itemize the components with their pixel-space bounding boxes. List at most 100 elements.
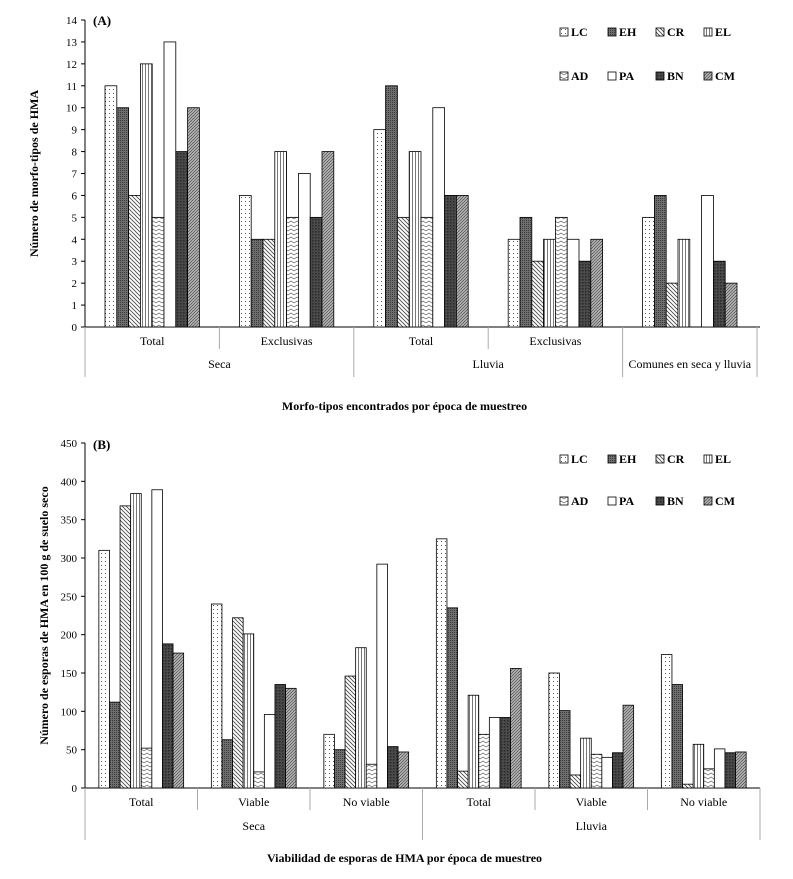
bar-cm [735, 751, 747, 789]
legend-label-lc: LC [571, 452, 588, 466]
bar-cm [172, 652, 185, 789]
y-tick-label: 200 [61, 630, 78, 642]
legend-swatch-pa [607, 71, 617, 81]
bar-bn [309, 216, 323, 328]
bar-pa [601, 756, 613, 789]
bar-ad [703, 768, 715, 789]
y-tick-label: 4 [72, 234, 78, 246]
bar-cm [321, 151, 335, 328]
y-tick-label: 7 [72, 169, 78, 181]
category-label: Total [467, 795, 492, 809]
bar-ad [478, 733, 490, 789]
bar-cr [128, 195, 141, 328]
bar-cm [285, 687, 297, 789]
bar-el [130, 493, 142, 789]
bar-ad [140, 747, 153, 789]
bar-lc [210, 603, 223, 789]
legend-swatch-pa [607, 496, 617, 506]
bar-cr [682, 783, 694, 789]
category-label: Viable [238, 795, 269, 809]
legend-label-cr: CR [667, 452, 685, 466]
bar-bn [713, 260, 726, 328]
bar-lc [548, 672, 560, 789]
panel-label: (A) [93, 13, 111, 28]
bar-eh [250, 238, 264, 328]
bar-eh [671, 684, 683, 789]
bar-el [408, 151, 422, 328]
y-tick-label: 6 [72, 190, 78, 202]
bar-eh [385, 85, 398, 328]
bar-cr [531, 260, 544, 328]
y-tick-label: 350 [61, 515, 78, 527]
category-label: Viable [576, 795, 607, 809]
bar-lc [373, 129, 386, 328]
category-label: Total [129, 795, 154, 809]
legend-swatch-cm [703, 71, 713, 81]
y-tick-label: 14 [66, 15, 78, 27]
bar-ad [420, 216, 434, 328]
bar-cm [590, 238, 603, 328]
legend-label-eh: EH [619, 25, 637, 39]
bar-cr [665, 282, 679, 328]
bar-lc [323, 733, 335, 789]
bar-bn [612, 752, 624, 789]
legend-label-cm: CM [715, 69, 735, 83]
legend-swatch-ad [559, 496, 569, 506]
bar-pa [151, 489, 163, 789]
category-label: Total [409, 334, 434, 348]
group-label: Lluvia [473, 357, 505, 371]
legend-swatch-lc [559, 27, 569, 37]
chart-b: 0 50 100 150 200 250 300 350 400 450 Total Viable No… [37, 437, 761, 865]
category-label: No viable [343, 795, 390, 809]
category-label: Total [140, 334, 165, 348]
legend-label-el: EL [715, 25, 731, 39]
bar-pa [488, 717, 501, 789]
legend-swatch-bn [655, 71, 665, 81]
legend-swatch-eh [607, 454, 617, 464]
group-label: Lluvia [576, 819, 608, 833]
y-tick-label: 250 [61, 591, 78, 603]
bar-el [580, 737, 592, 789]
legend-label-cm: CM [715, 494, 735, 508]
y-tick-label: 300 [61, 553, 78, 565]
bar-el [242, 633, 255, 789]
legend-swatch-bn [655, 496, 665, 506]
bar-el [677, 238, 691, 328]
bar-lc [98, 549, 110, 789]
bar-pa [566, 238, 580, 328]
legend-label-bn: BN [667, 494, 684, 508]
bar-cr [457, 770, 469, 789]
bar-ad [590, 753, 603, 789]
legend-label-bn: BN [667, 69, 684, 83]
y-tick-label: 12 [66, 59, 77, 71]
y-tick-label: 11 [66, 81, 77, 93]
bar-lc [660, 654, 673, 789]
y-tick-label: 2 [72, 278, 78, 290]
category-label: No viable [680, 795, 727, 809]
bar-bn [578, 260, 592, 328]
y-tick-label: 9 [72, 125, 78, 137]
y-axis-title: Número de morfo-tipos de HMA [27, 90, 41, 257]
bar-pa [432, 107, 445, 328]
y-axis-title: Número de esporas de HMA en 100 g de sue… [37, 486, 51, 744]
bar-eh [559, 710, 571, 789]
bar-lc [507, 238, 521, 328]
bar-ad [555, 216, 568, 328]
y-tick-label: 400 [61, 476, 78, 488]
bar-bn [175, 151, 189, 328]
legend-label-ad: AD [571, 494, 589, 508]
bar-bn [274, 684, 286, 789]
bar-el [355, 647, 367, 789]
bar-bn [499, 717, 511, 789]
y-tick-label: 50 [66, 745, 78, 757]
x-axis-title: Viabilidad de esporas de HMA por época d… [267, 851, 542, 865]
bar-el [692, 743, 705, 789]
bar-cr [396, 216, 410, 328]
bar-bn [724, 752, 736, 789]
legend-label-pa: PA [619, 494, 634, 508]
bar-lc [435, 538, 448, 789]
bar-cm [622, 704, 635, 789]
legend-swatch-cm [703, 496, 713, 506]
bar-pa [297, 173, 311, 328]
